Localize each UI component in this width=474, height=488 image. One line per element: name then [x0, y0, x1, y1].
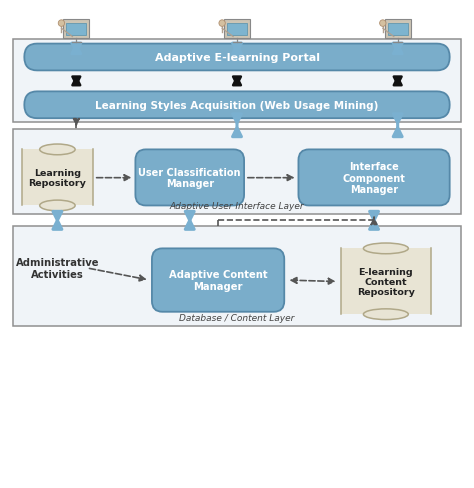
Bar [12, 227, 462, 327]
Text: Adaptive E-learning Portal: Adaptive E-learning Portal [155, 53, 319, 63]
FancyBboxPatch shape [388, 24, 408, 36]
FancyBboxPatch shape [224, 20, 250, 39]
Circle shape [58, 21, 64, 27]
Text: Adaptive User Interface Layer: Adaptive User Interface Layer [170, 202, 304, 211]
Text: E-learning
Content
Repository: E-learning Content Repository [357, 267, 415, 297]
FancyBboxPatch shape [64, 20, 89, 39]
FancyBboxPatch shape [24, 92, 450, 119]
FancyBboxPatch shape [136, 150, 244, 206]
Text: Administrative
Activities: Administrative Activities [16, 258, 99, 279]
FancyBboxPatch shape [227, 24, 247, 36]
Circle shape [219, 21, 225, 27]
Ellipse shape [364, 309, 408, 320]
Text: Database / Content Layer: Database / Content Layer [179, 314, 295, 323]
Bar [12, 40, 462, 122]
Bar [341, 249, 431, 315]
Bar [12, 130, 462, 215]
FancyBboxPatch shape [24, 44, 450, 71]
FancyBboxPatch shape [152, 249, 284, 312]
Text: Learning Styles Acquisition (Web Usage Mining): Learning Styles Acquisition (Web Usage M… [95, 101, 379, 111]
FancyBboxPatch shape [299, 150, 450, 206]
Bar [22, 150, 93, 206]
Text: Learning
Repository: Learning Repository [28, 169, 86, 188]
FancyBboxPatch shape [385, 20, 410, 39]
FancyBboxPatch shape [66, 24, 86, 36]
Circle shape [380, 21, 386, 27]
Text: Adaptive Content
Manager: Adaptive Content Manager [169, 270, 267, 291]
Text: Interface
Component
Manager: Interface Component Manager [343, 162, 405, 195]
Text: User Classification
Manager: User Classification Manager [138, 167, 241, 189]
Ellipse shape [40, 201, 75, 211]
Ellipse shape [40, 145, 75, 156]
Ellipse shape [364, 244, 408, 254]
